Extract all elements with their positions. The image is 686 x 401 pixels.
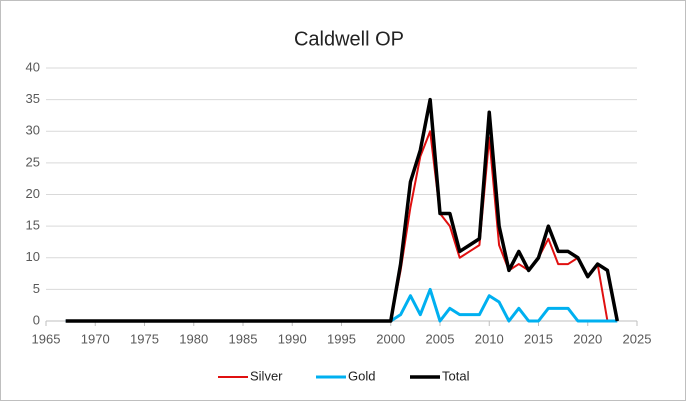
legend-label: Total bbox=[442, 368, 470, 383]
x-tick-label: 1980 bbox=[179, 331, 208, 346]
y-tick-label: 5 bbox=[33, 281, 40, 296]
y-tick-label: 0 bbox=[33, 312, 40, 327]
x-tick-label: 1965 bbox=[32, 331, 61, 346]
x-tick-label: 2015 bbox=[524, 331, 553, 346]
y-tick-label: 20 bbox=[26, 186, 40, 201]
y-tick-label: 35 bbox=[26, 91, 40, 106]
y-tick-label: 10 bbox=[26, 249, 40, 264]
x-tick-label: 1995 bbox=[327, 331, 356, 346]
y-tick-label: 15 bbox=[26, 218, 40, 233]
x-tick-label: 2005 bbox=[426, 331, 455, 346]
x-tick-label: 1970 bbox=[81, 331, 110, 346]
x-tick-label: 2020 bbox=[573, 331, 602, 346]
x-tick-label: 2025 bbox=[623, 331, 652, 346]
x-tick-label: 2010 bbox=[475, 331, 504, 346]
y-tick-label: 25 bbox=[26, 154, 40, 169]
x-tick-label: 1985 bbox=[229, 331, 258, 346]
x-tick-label: 1990 bbox=[278, 331, 307, 346]
x-tick-label: 2000 bbox=[376, 331, 405, 346]
x-tick-label: 1975 bbox=[130, 331, 159, 346]
y-tick-label: 40 bbox=[26, 59, 40, 74]
legend: Silver Gold Total bbox=[218, 368, 470, 383]
chart-title: Caldwell OP bbox=[294, 28, 404, 50]
legend-label: Silver bbox=[250, 368, 283, 383]
legend-label: Gold bbox=[348, 368, 375, 383]
y-tick-label: 30 bbox=[26, 123, 40, 138]
series-line bbox=[65, 97, 620, 323]
